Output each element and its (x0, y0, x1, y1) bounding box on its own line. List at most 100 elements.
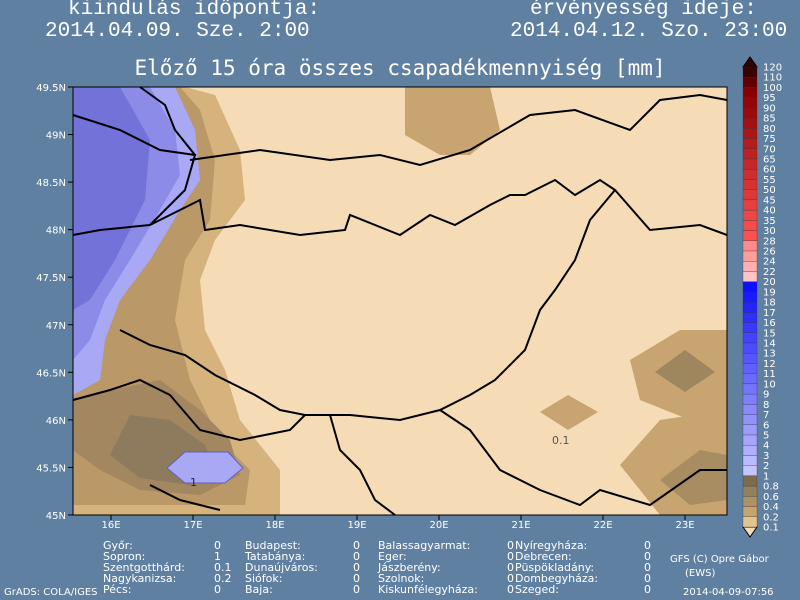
colorbar-label: 3 (763, 451, 769, 462)
country-border (329, 414, 396, 516)
country-border (189, 93, 728, 167)
colorbar-segment (742, 209, 758, 221)
colorbar-segment (742, 393, 758, 405)
colorbar-segment (742, 128, 758, 139)
precip-area (166, 451, 244, 484)
colorbar-segment (742, 169, 758, 180)
station-name: Siófok: (245, 572, 282, 585)
country-border (72, 378, 306, 442)
country-border (139, 86, 196, 156)
precip-area (655, 350, 715, 392)
footer-credit: (EWS) (685, 568, 715, 579)
colorbar-label: 11 (763, 369, 776, 380)
colorbar-label: 45 (763, 195, 776, 206)
colorbar-label: 55 (763, 175, 776, 186)
colorbar-segment (742, 261, 758, 272)
colorbar-label: 6 (763, 420, 769, 431)
colorbar-segment (742, 107, 758, 119)
valid-label: érvényesség ideje: (530, 0, 757, 21)
station-value: 0 (507, 561, 514, 574)
colorbar-segment (742, 179, 758, 190)
colorbar-segment (742, 363, 758, 374)
colorbar-segment (742, 148, 758, 160)
colorbar-label: 40 (763, 206, 776, 217)
station-name: Dombegyháza: (515, 572, 598, 585)
colorbar-label: 24 (763, 257, 776, 268)
lon-label: 18E (265, 520, 284, 531)
colorbar-label: 12 (763, 359, 776, 370)
station-name: Budapest: (245, 539, 301, 552)
colorbar-label: 18 (763, 298, 776, 309)
colorbar-label: 30 (763, 226, 776, 237)
colorbar-segment (742, 455, 758, 466)
colorbar-segment (742, 301, 758, 313)
station-name: Szentgotthárd: (103, 561, 185, 574)
lon-label: 16E (101, 520, 120, 531)
lon-label: 21E (511, 520, 530, 531)
colorbar-label: 2 (763, 461, 769, 472)
colorbar-segment (742, 322, 758, 333)
colorbar-label: 28 (763, 236, 776, 247)
station-value: 0 (644, 572, 651, 585)
lat-label: 48.5N (36, 178, 66, 189)
lat-label: 45.5N (36, 463, 66, 474)
colorbar-label: 95 (763, 93, 776, 104)
footer-credit: GFS (C) Opre Gábor (670, 553, 770, 565)
station-value: 1 (214, 550, 221, 563)
country-border (614, 189, 728, 236)
station-name: Pécs: (103, 583, 132, 596)
colorbar-segment (742, 66, 758, 78)
station-name: Tatabánya: (244, 550, 305, 563)
colorbar-label: 17 (763, 308, 776, 319)
station-value: 0 (353, 572, 360, 585)
station-value: 0 (214, 583, 221, 596)
precip-area (405, 87, 500, 155)
lon-label: 20E (429, 520, 448, 531)
lon-label: 22E (593, 520, 612, 531)
lat-label: 46N (46, 416, 66, 427)
colorbar-segment (742, 312, 758, 323)
colorbar-segment (742, 516, 758, 528)
colorbar-label: 13 (763, 349, 776, 360)
lon-label: 23E (675, 520, 694, 531)
station-value: 0 (644, 561, 651, 574)
colorbar-segment (742, 220, 758, 231)
colorbar-label: 22 (763, 267, 776, 278)
colorbar-label: 14 (763, 339, 776, 350)
colorbar-segment (742, 87, 758, 98)
station-name: Nyíregyháza: (515, 539, 587, 552)
colorbar-label: 65 (763, 155, 776, 166)
colorbar-segment (742, 138, 758, 149)
colorbar-segment (742, 342, 758, 354)
station-value: 0 (507, 572, 514, 585)
colorbar-label: 26 (763, 247, 776, 258)
lat-label: 47N (46, 321, 66, 332)
colorbar-segment (742, 271, 758, 282)
station-value: 0 (353, 561, 360, 574)
colorbar-label: 7 (763, 410, 769, 421)
colorbar-segment (742, 199, 758, 211)
precip-area (660, 450, 727, 505)
station-name: Sopron: (103, 550, 145, 563)
colorbar-segment (742, 291, 758, 303)
station-name: Szeged: (515, 583, 559, 596)
country-border (72, 114, 617, 422)
colorbar-label: 4 (763, 441, 769, 452)
colorbar-label: 0.8 (763, 482, 779, 493)
station-value: 0 (644, 539, 651, 552)
map-title: Előző 15 óra összes csapadékmennyiség [m… (134, 56, 665, 80)
colorbar-segment (742, 240, 758, 252)
station-name: Baja: (245, 583, 273, 596)
colorbar-label: 80 (763, 124, 776, 135)
contour-label: 0.1 (552, 434, 570, 447)
colorbar-label: 9 (763, 390, 769, 401)
colorbar-segment (742, 404, 758, 415)
precip-area (540, 395, 598, 430)
station-value: 0.2 (214, 572, 232, 585)
lat-label: 49.5N (36, 83, 66, 94)
colorbar-label: 19 (763, 287, 776, 298)
colorbar-label: 100 (763, 83, 782, 94)
station-value: 0 (507, 550, 514, 563)
lon-label: 19E (347, 520, 366, 531)
station-name: Balassagyarmat: (378, 539, 470, 552)
